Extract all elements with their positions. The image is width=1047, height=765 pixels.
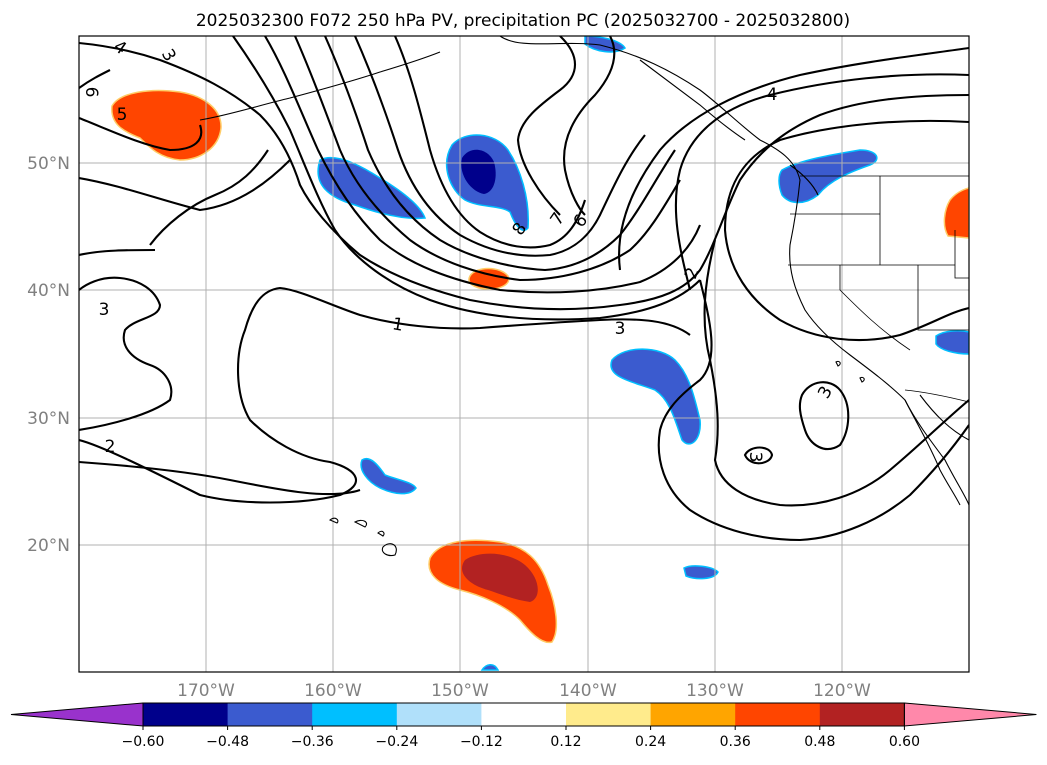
colorbar-tick-label: −0.12 [460, 734, 503, 750]
coastlines [199, 36, 969, 557]
political-borders [788, 175, 969, 403]
precip-negative-blob [610, 348, 701, 445]
colorbar: −0.60 −0.48 −0.36 −0.24 −0.12 0.12 0.24 0.36 0.4… [10, 702, 1037, 750]
colorbar-tick-label: −0.48 [206, 734, 249, 750]
colorbar-tick-label: 0.48 [804, 734, 835, 750]
colorbar-segment [396, 703, 482, 726]
pv-contour-5 [79, 159, 291, 212]
colorbar-tick-label: −0.60 [122, 734, 165, 750]
colorbar-extend-high [903, 702, 1037, 727]
pv-contour-10 [294, 36, 681, 282]
colorbar-tick-label: −0.36 [291, 734, 334, 750]
colorbar-tick-label: −0.24 [375, 734, 418, 750]
colorbar-outline [142, 702, 905, 727]
contour-label: 6 [81, 87, 101, 98]
lon-label: 120°W [813, 681, 871, 701]
precip-fill-layer [111, 36, 969, 671]
precip-positive-blob [111, 89, 222, 161]
pv-contour-17 [674, 73, 969, 291]
lon-label: 140°W [559, 681, 617, 701]
map-area: 4 3 5 6 3 1 3 2 8 7 6 2 3 4 3 [79, 36, 969, 672]
pv-contour-3 [79, 460, 361, 496]
colorbar-segment [143, 703, 229, 726]
contour-label: 1 [391, 314, 405, 336]
alaska-panhandle [639, 59, 746, 141]
pv-contour-21 [798, 381, 850, 451]
lon-tick-labels: 170°W 160°W 150°W 140°W 130°W 120°W [177, 681, 871, 701]
precip-negative-blob [683, 565, 719, 580]
colorbar-segment [227, 703, 313, 726]
colorbar-tick-label: 0.36 [720, 734, 751, 750]
pv-contour-20 [703, 239, 969, 507]
colorbar-segment [735, 703, 821, 726]
colorbar-segment [481, 703, 567, 726]
lat-label: 40°N [27, 281, 70, 301]
state-border-ca-nv-diag [839, 265, 911, 351]
gulf-of-california [919, 394, 969, 441]
contour-label: 3 [745, 452, 765, 463]
lat-label: 30°N [27, 409, 70, 429]
lat-tick-labels: 50°N 40°N 30°N 20°N [27, 154, 70, 556]
us-mexico-border [904, 389, 969, 403]
vancouver-island [789, 164, 819, 196]
lat-label: 50°N [27, 154, 70, 174]
pv-contour-7 [149, 149, 269, 246]
lon-label: 170°W [177, 681, 235, 701]
lon-label: 130°W [686, 681, 744, 701]
contour-label: 2 [105, 437, 116, 457]
colorbar-tick-label: 0.24 [635, 734, 666, 750]
colorbar-segment [312, 703, 398, 726]
baja-coastline [904, 399, 961, 506]
contour-label: 4 [767, 85, 778, 105]
lon-label: 150°W [431, 681, 489, 701]
map-frame [78, 35, 970, 673]
pv-contour-8 [232, 36, 701, 321]
pv-contour-12 [354, 36, 646, 257]
pv-contour-9 [264, 36, 701, 294]
colorbar-extend-low [10, 702, 144, 727]
colorbar-tick-label: 0.60 [889, 734, 920, 750]
pv-contour-1 [79, 286, 691, 504]
precip-strong-positive-core [462, 553, 538, 602]
pv-contour-6 [79, 117, 203, 152]
lat-label: 20°N [27, 536, 70, 556]
figure-title: 2025032300 F072 250 hPa PV, precipitatio… [196, 11, 850, 31]
state-border-nv-az [917, 265, 969, 331]
pv-contour-18 [723, 119, 969, 342]
pv-contour-24 [79, 248, 156, 257]
precip-negative-blob [480, 664, 500, 671]
colorbar-segment [650, 703, 736, 726]
colorbar-segment [819, 703, 905, 726]
pv-contour-11 [324, 36, 676, 272]
pv-contours [79, 36, 969, 542]
pv-contour-22 [743, 446, 774, 465]
pv-contour-14 [516, 36, 576, 216]
pv-contour-16 [618, 46, 969, 271]
lon-label: 160°W [304, 681, 362, 701]
precip-negative-blob [935, 330, 969, 355]
state-border-misc [954, 230, 969, 279]
colorbar-tick-label: 0.12 [550, 734, 581, 750]
contour-label: 3 [99, 300, 110, 320]
contour-label: 5 [117, 105, 128, 125]
pv-contour-19 [657, 279, 969, 542]
contour-label: 3 [615, 319, 626, 339]
precip-positive-blob [943, 187, 969, 239]
pv-contour-2 [79, 276, 173, 432]
hawaiian-islands [328, 517, 397, 557]
colorbar-segment [566, 703, 652, 726]
precip-strong-negative-core [461, 149, 496, 194]
channel-islands [835, 360, 865, 383]
pv-contour-15 [563, 36, 616, 216]
precip-positive-blob [468, 267, 510, 290]
gridlines [79, 36, 969, 672]
pv-contour-23 [79, 69, 111, 89]
pv-contour-13 [394, 36, 587, 249]
precip-negative-blob [360, 458, 417, 495]
